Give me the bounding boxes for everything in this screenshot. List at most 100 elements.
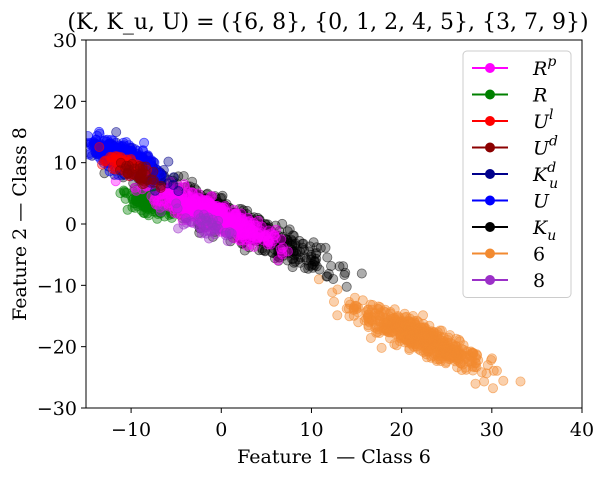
data-point bbox=[155, 206, 166, 217]
data-point bbox=[321, 271, 332, 282]
data-point bbox=[353, 317, 364, 328]
y-tick-label: −30 bbox=[37, 398, 77, 420]
data-point bbox=[149, 195, 160, 206]
x-tick-label: 20 bbox=[390, 419, 414, 441]
data-point bbox=[378, 306, 389, 317]
x-axis-ticks: −10 0 10 20 30 40 bbox=[111, 408, 594, 441]
data-point bbox=[207, 214, 218, 225]
x-tick-label: 0 bbox=[215, 419, 227, 441]
data-point bbox=[515, 376, 526, 387]
x-axis-label: Feature 1 — Class 6 bbox=[237, 446, 431, 468]
legend-label: U bbox=[533, 191, 550, 213]
data-point bbox=[309, 260, 320, 271]
data-point bbox=[440, 347, 451, 358]
data-point bbox=[356, 268, 367, 279]
legend-label: 6 bbox=[533, 244, 545, 266]
chart-title: (K, K_u, U) = ({6, 8}, {0, 1, 2, 4, 5}, … bbox=[67, 10, 588, 35]
data-point bbox=[139, 176, 150, 187]
data-point bbox=[411, 335, 422, 346]
data-point bbox=[173, 185, 184, 196]
x-tick-label: 40 bbox=[570, 419, 594, 441]
data-point bbox=[417, 332, 428, 343]
data-point bbox=[138, 201, 149, 212]
data-point bbox=[92, 130, 103, 141]
data-point bbox=[389, 339, 400, 350]
data-point bbox=[399, 308, 410, 319]
data-point bbox=[498, 375, 509, 386]
data-point bbox=[412, 329, 423, 340]
data-point bbox=[137, 167, 148, 178]
legend-marker bbox=[485, 248, 495, 259]
legend-label: 8 bbox=[533, 270, 545, 292]
data-point bbox=[430, 348, 441, 359]
data-point bbox=[348, 302, 359, 313]
data-point bbox=[444, 330, 455, 341]
data-point bbox=[86, 131, 93, 142]
data-point bbox=[467, 365, 478, 376]
legend-label: R bbox=[532, 85, 547, 107]
data-point bbox=[488, 365, 499, 376]
data-point bbox=[389, 312, 400, 323]
x-tick-label: 10 bbox=[299, 419, 323, 441]
data-point bbox=[216, 206, 227, 217]
data-point bbox=[326, 260, 337, 271]
y-tick-label: −10 bbox=[37, 275, 77, 297]
data-point bbox=[378, 317, 389, 328]
data-point bbox=[370, 322, 381, 333]
data-point bbox=[208, 201, 219, 212]
data-point bbox=[357, 295, 368, 306]
scatter-points bbox=[71, 126, 526, 394]
data-point bbox=[341, 281, 352, 292]
data-point bbox=[428, 332, 439, 343]
data-point bbox=[467, 348, 478, 359]
data-point bbox=[205, 226, 216, 237]
data-point bbox=[122, 204, 133, 215]
data-point bbox=[121, 137, 132, 148]
legend-marker bbox=[485, 116, 495, 126]
data-point bbox=[400, 319, 411, 330]
data-point bbox=[276, 234, 287, 245]
data-point bbox=[470, 378, 481, 389]
data-point bbox=[365, 332, 376, 343]
data-point bbox=[299, 252, 310, 263]
data-point bbox=[238, 223, 249, 234]
x-tick-label: −10 bbox=[111, 419, 151, 441]
data-point bbox=[71, 137, 80, 146]
data-point bbox=[338, 261, 349, 272]
data-point bbox=[305, 254, 316, 265]
data-point bbox=[293, 254, 304, 265]
data-point bbox=[322, 252, 333, 263]
y-tick-label: 20 bbox=[53, 91, 77, 113]
data-point bbox=[486, 353, 497, 364]
data-point bbox=[460, 353, 471, 364]
legend-marker bbox=[485, 169, 495, 179]
data-point bbox=[195, 213, 206, 224]
x-tick-label: 30 bbox=[480, 419, 504, 441]
data-point bbox=[379, 323, 390, 334]
data-point bbox=[173, 223, 184, 234]
data-point bbox=[344, 311, 355, 322]
data-point bbox=[458, 340, 469, 351]
data-point bbox=[171, 198, 182, 209]
data-point bbox=[181, 217, 192, 228]
data-point bbox=[168, 172, 179, 183]
y-tick-label: 10 bbox=[53, 153, 77, 175]
y-axis-ticks: −30 −20 −10 0 10 20 30 bbox=[37, 30, 86, 420]
data-point bbox=[121, 187, 132, 198]
data-point bbox=[404, 344, 415, 355]
data-point bbox=[130, 195, 141, 206]
y-tick-label: 30 bbox=[53, 30, 77, 52]
data-point bbox=[308, 237, 319, 248]
data-point bbox=[297, 238, 308, 249]
data-point bbox=[187, 187, 198, 198]
data-point bbox=[222, 235, 233, 246]
data-point bbox=[288, 253, 299, 264]
data-point bbox=[263, 235, 274, 246]
data-point bbox=[425, 345, 436, 356]
data-point bbox=[178, 171, 189, 182]
data-point bbox=[438, 332, 449, 343]
data-point bbox=[294, 235, 305, 246]
data-point bbox=[248, 217, 259, 228]
